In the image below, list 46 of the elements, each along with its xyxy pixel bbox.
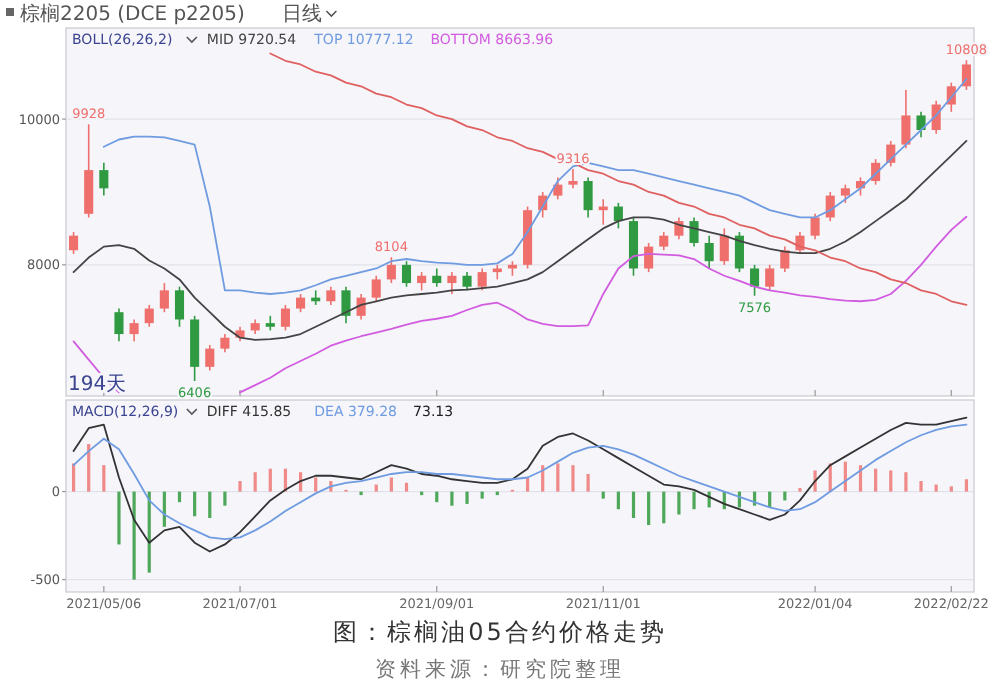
candlestick [719, 227, 729, 266]
candlestick [750, 264, 760, 297]
candlestick [810, 213, 820, 241]
candlestick [401, 260, 412, 288]
candlestick [417, 271, 427, 292]
candlestick [840, 183, 850, 204]
candlestick [553, 176, 563, 201]
candlestick [144, 304, 154, 328]
candlestick [159, 282, 169, 313]
candlestick [190, 315, 200, 382]
candlestick [901, 89, 911, 150]
chart-subtitle: 日线 [282, 2, 323, 26]
chart-title: 棕榈2205 (DCE p2205) [20, 2, 246, 26]
candlestick [205, 344, 215, 372]
candlestick [628, 216, 639, 277]
candlestick [659, 231, 669, 252]
candlestick [99, 162, 109, 197]
candlestick [916, 111, 926, 139]
candlestick [341, 285, 351, 324]
candlestick [477, 267, 487, 292]
candlestick [447, 271, 457, 295]
candlestick [129, 318, 139, 343]
candlestick [326, 285, 336, 306]
candlestick [583, 176, 593, 219]
text: 图：棕榈油05合约价格走势 [333, 618, 667, 646]
line-series [72, 140, 968, 341]
candlestick [765, 264, 775, 292]
candlestick [296, 293, 306, 313]
candlestick [961, 59, 971, 91]
candlestick [386, 256, 396, 284]
candlestick [462, 271, 472, 292]
candlestick [613, 202, 623, 230]
candlestick [371, 274, 381, 303]
candlestick [84, 123, 94, 219]
candlestick [69, 231, 79, 255]
candlestick [704, 234, 714, 270]
line-series [269, 52, 968, 306]
candlestick [220, 333, 230, 354]
candlestick [280, 304, 290, 332]
candlestick [689, 216, 699, 248]
text: 资料来源：研究院整理 [375, 656, 625, 682]
candlestick [432, 267, 442, 288]
candlestick [568, 168, 578, 190]
candlestick [174, 285, 185, 328]
candlestick [114, 307, 124, 343]
candlestick [734, 231, 744, 273]
